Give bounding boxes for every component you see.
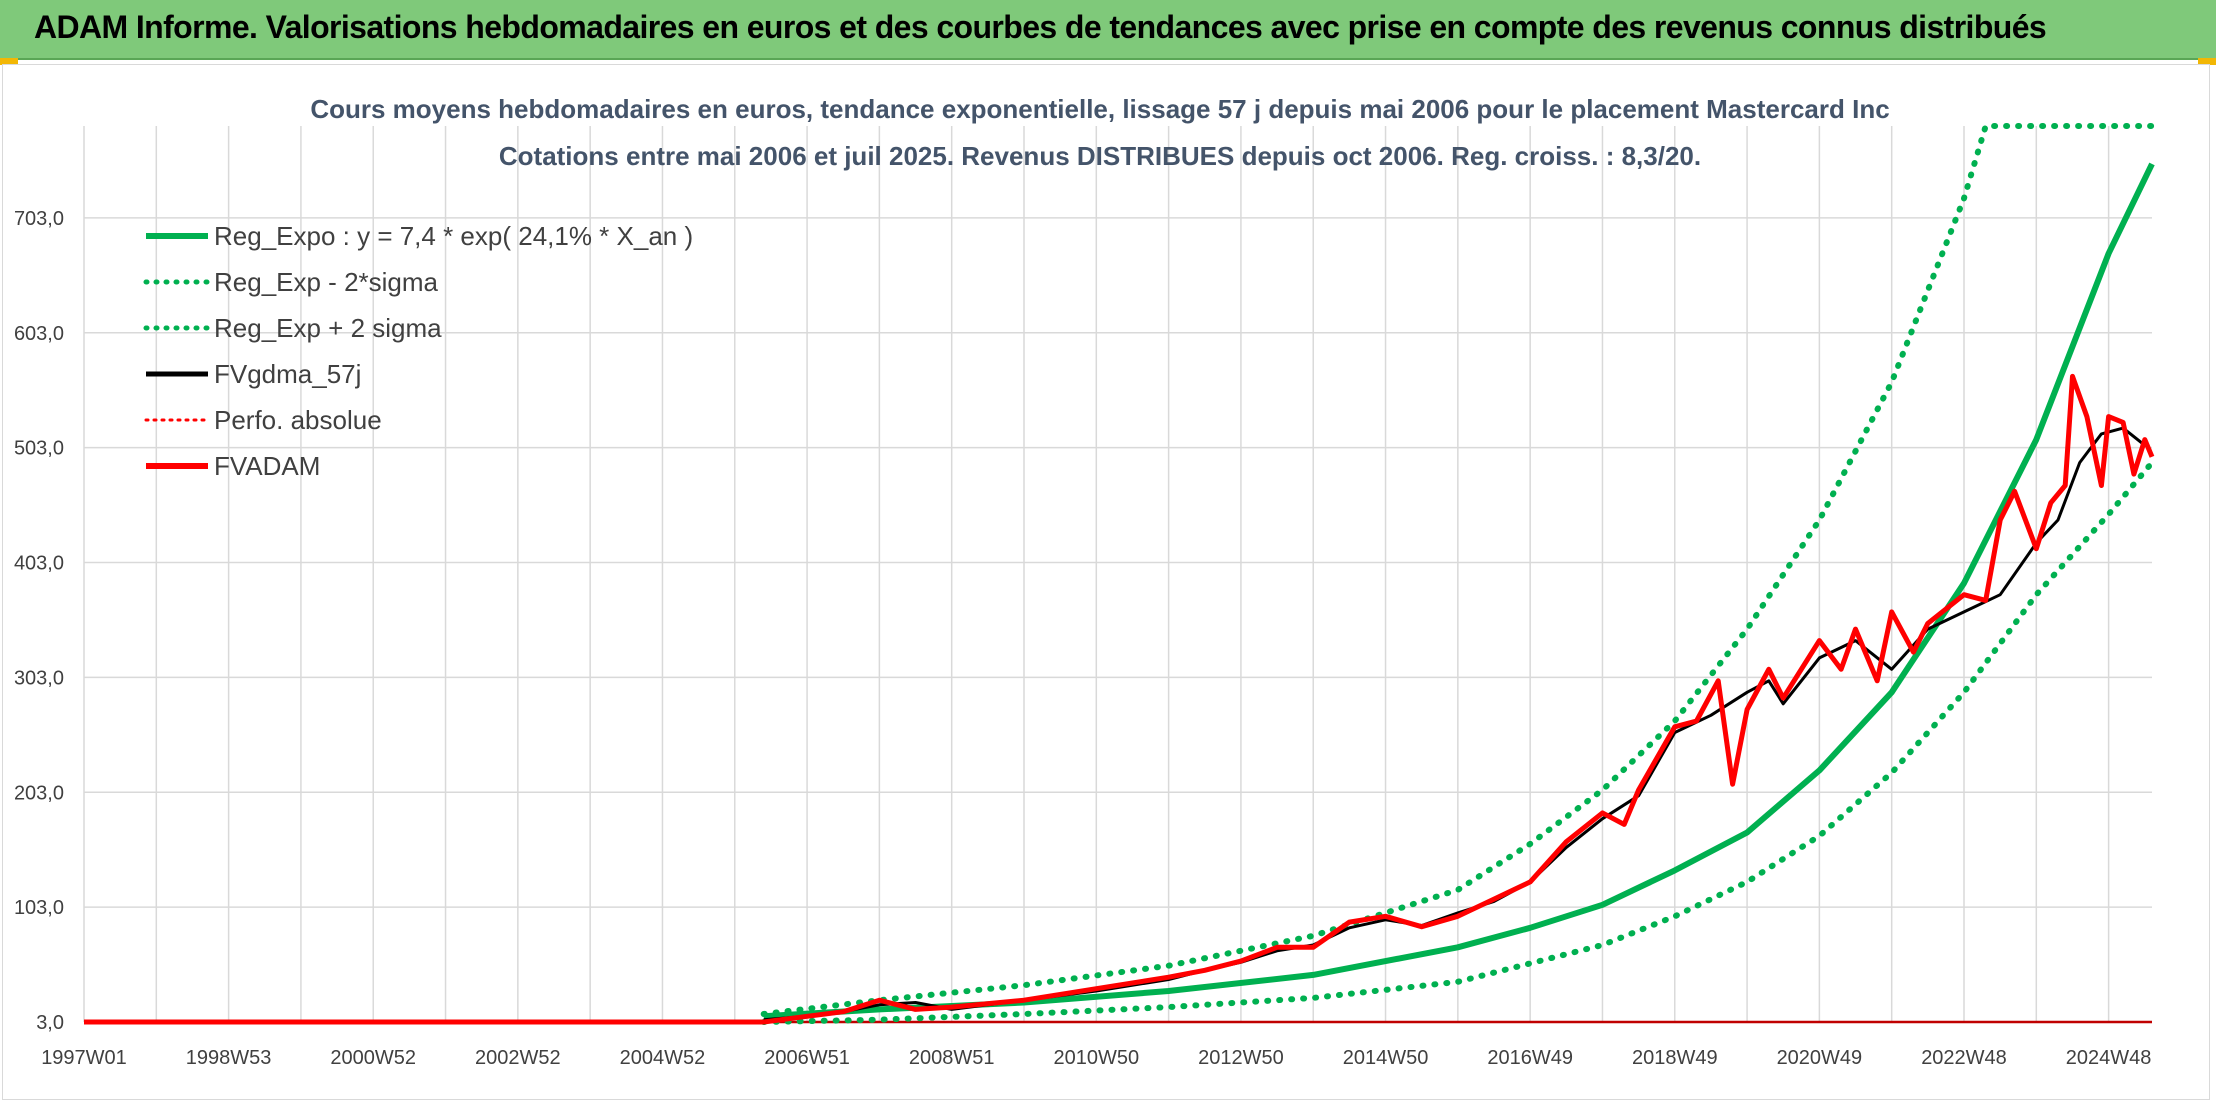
y-tick-label-2: 203,0 xyxy=(14,782,64,804)
legend-label-5: FVADAM xyxy=(214,451,320,481)
x-tick-label-0: 1997W01 xyxy=(41,1047,127,1069)
chart-title-line1: Cours moyens hebdomadaires en euros, ten… xyxy=(310,94,1889,124)
x-tick-label-5: 2006W51 xyxy=(764,1047,850,1069)
x-tick-label-14: 2024W48 xyxy=(2066,1047,2152,1069)
grid-layer xyxy=(83,126,2152,1023)
legend-label-1: Reg_Exp - 2*sigma xyxy=(214,267,439,297)
y-tick-label-4: 403,0 xyxy=(14,553,64,575)
chart-title-line2: Cotations entre mai 2006 et juil 2025. R… xyxy=(499,141,1701,171)
header-banner: ADAM Informe. Valorisations hebdomadaire… xyxy=(0,0,2216,60)
chart-frame xyxy=(2,64,2210,1100)
corner-marker-left xyxy=(0,58,18,65)
x-tick-label-9: 2014W50 xyxy=(1343,1047,1429,1069)
series-layer xyxy=(84,123,2155,1025)
fvadam-line xyxy=(84,373,2155,1025)
page-title: ADAM Informe. Valorisations hebdomadaire… xyxy=(34,9,2047,45)
y-tick-label-3: 303,0 xyxy=(14,667,64,689)
reg-exp-minus-2sigma-line xyxy=(760,459,2155,1025)
y-tick-label-7: 703,0 xyxy=(14,208,64,230)
x-tick-label-3: 2002W52 xyxy=(475,1047,561,1069)
y-tick-label-0: 3,0 xyxy=(36,1012,64,1034)
x-tick-label-11: 2018W49 xyxy=(1632,1047,1718,1069)
x-tick-labels: 1997W01 1998W53 2000W52 2002W52 2004W52 2006W… xyxy=(41,1047,2151,1069)
legend-label-0: Reg_Expo : y = 7,4 * exp( 24,1% * X_an ) xyxy=(214,221,693,251)
y-tick-label-5: 503,0 xyxy=(14,438,64,460)
x-tick-label-10: 2016W49 xyxy=(1487,1047,1573,1069)
legend: Reg_Expo : y = 7,4 * exp( 24,1% * X_an )… xyxy=(143,221,693,481)
x-tick-label-13: 2022W48 xyxy=(1921,1047,2007,1069)
y-tick-label-6: 603,0 xyxy=(14,323,64,345)
y-tick-labels: 3,0 103,0 203,0 303,0 403,0 503,0 603,0 703,0 xyxy=(14,208,64,1034)
y-tick-label-1: 103,0 xyxy=(14,897,64,919)
reg-expo-line xyxy=(763,162,2155,1020)
x-tick-label-6: 2008W51 xyxy=(909,1047,995,1069)
x-tick-label-12: 2020W49 xyxy=(1777,1047,1863,1069)
corner-marker-right xyxy=(2198,58,2216,65)
legend-label-2: Reg_Exp + 2 sigma xyxy=(214,313,442,343)
reg-exp-plus-2sigma-line xyxy=(760,123,2155,1017)
x-tick-label-8: 2012W50 xyxy=(1198,1047,1284,1069)
x-tick-label-2: 2000W52 xyxy=(330,1047,416,1069)
x-tick-label-4: 2004W52 xyxy=(620,1047,706,1069)
x-tick-label-1: 1998W53 xyxy=(186,1047,272,1069)
x-tick-label-7: 2010W50 xyxy=(1053,1047,1139,1069)
legend-label-3: FVgdma_57j xyxy=(214,359,361,389)
legend-label-4: Perfo. absolue xyxy=(214,405,382,435)
